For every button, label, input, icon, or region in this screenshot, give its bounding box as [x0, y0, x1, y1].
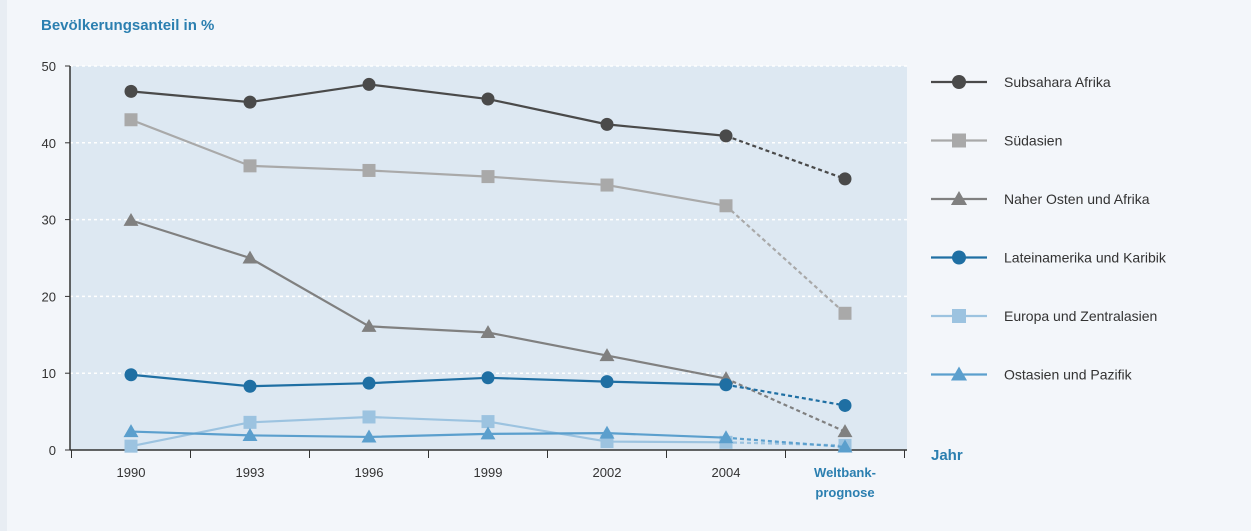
legend-marker-europa-und-zentralasien	[952, 309, 966, 323]
y-tick-label: 30	[42, 213, 56, 228]
data-point-lateinamerika-und-karibik	[481, 371, 495, 385]
data-point-subsahara-afrika	[481, 92, 495, 106]
x-tick-label: 1993	[236, 465, 265, 480]
data-point-ostasien-und-pazifik	[480, 426, 496, 440]
x-tick-label: 1990	[117, 465, 146, 480]
x-tick-label: 2002	[593, 465, 622, 480]
data-point-naher-osten-und-afrika	[599, 348, 615, 362]
data-point-subsahara-afrika	[124, 84, 138, 98]
data-point-lateinamerika-und-karibik	[362, 376, 376, 390]
legend-marker-naher-osten-und-afrika	[950, 191, 968, 205]
data-point-naher-osten-und-afrika	[123, 212, 139, 226]
series-line-lateinamerika-und-karibik	[130, 373, 727, 388]
data-point-subsahara-afrika	[362, 77, 376, 91]
x-tick-label: 1996	[355, 465, 384, 480]
data-point-s-dasien	[481, 170, 495, 184]
data-point-ostasien-und-pazifik	[837, 439, 853, 453]
series-forecast-line-s-dasien	[725, 204, 846, 315]
plot-area	[70, 66, 907, 450]
y-tick-label: 10	[42, 366, 56, 381]
data-point-subsahara-afrika	[600, 117, 614, 131]
legend-label-naher-osten-und-afrika: Naher Osten und Afrika	[1004, 191, 1150, 207]
x-tick-label: 2004	[712, 465, 741, 480]
data-point-europa-und-zentralasien	[481, 415, 495, 429]
data-point-lateinamerika-und-karibik	[243, 379, 257, 393]
legend-marker-subsahara-afrika	[952, 75, 966, 89]
series-line-s-dasien	[130, 118, 727, 207]
data-point-s-dasien	[362, 163, 376, 177]
series-forecast-line-naher-osten-und-afrika	[725, 377, 846, 433]
series-line-naher-osten-und-afrika	[130, 219, 727, 380]
data-point-s-dasien	[243, 159, 257, 173]
series-forecast-line-lateinamerika-und-karibik	[725, 383, 846, 407]
data-point-naher-osten-und-afrika	[480, 325, 496, 339]
y-tick-label: 0	[49, 443, 56, 458]
data-point-s-dasien	[838, 306, 852, 320]
data-point-ostasien-und-pazifik	[599, 425, 615, 439]
data-point-naher-osten-und-afrika	[837, 424, 853, 438]
data-point-lateinamerika-und-karibik	[124, 368, 138, 382]
series-line-subsahara-afrika	[130, 83, 727, 137]
data-point-europa-und-zentralasien	[243, 415, 257, 429]
legend-marker-ostasien-und-pazifik	[950, 366, 968, 381]
legend-marker-lateinamerika-und-karibik	[952, 250, 966, 265]
legend-label-europa-und-zentralasien: Europa und Zentralasien	[1004, 308, 1157, 324]
y-tick-label: 20	[42, 289, 56, 304]
data-point-lateinamerika-und-karibik	[719, 378, 733, 392]
data-point-s-dasien	[719, 199, 733, 213]
data-point-s-dasien	[600, 178, 614, 192]
y-tick-label: 50	[42, 59, 56, 74]
data-point-ostasien-und-pazifik	[718, 430, 734, 444]
legend-label-subsahara-afrika: Subsahara Afrika	[1004, 74, 1111, 90]
line-chart: Bevölkerungsanteil in % Jahr 0 10 20 30 40 50…	[41, 17, 1167, 500]
data-point-ostasien-und-pazifik	[242, 427, 258, 441]
data-point-subsahara-afrika	[243, 95, 257, 109]
data-point-naher-osten-und-afrika	[361, 318, 377, 332]
data-point-europa-und-zentralasien	[124, 439, 138, 453]
data-point-europa-und-zentralasien	[362, 410, 376, 424]
data-point-subsahara-afrika	[719, 129, 733, 143]
data-point-lateinamerika-und-karibik	[838, 398, 852, 412]
data-point-ostasien-und-pazifik	[123, 424, 139, 438]
x-tick-label: Weltbank-prognose	[814, 465, 876, 500]
series-line-europa-und-zentralasien	[130, 415, 727, 448]
data-point-subsahara-afrika	[838, 172, 852, 186]
legend-label-ostasien-und-pazifik: Ostasien und Pazifik	[1004, 367, 1133, 383]
x-axis-title: Jahr	[931, 447, 963, 464]
legend-marker-s-dasien	[952, 133, 966, 148]
series-line-ostasien-und-pazifik	[130, 430, 727, 439]
legend-label-s-dasien: Südasien	[1004, 133, 1062, 149]
x-tick-label: 1999	[474, 465, 503, 480]
y-tick-label: 40	[42, 136, 56, 151]
legend-label-lateinamerika-und-karibik: Lateinamerika und Karibik	[1004, 250, 1167, 266]
data-point-ostasien-und-pazifik	[361, 429, 377, 443]
data-point-naher-osten-und-afrika	[242, 250, 258, 264]
series-forecast-line-ostasien-und-pazifik	[725, 436, 846, 449]
series-forecast-line-subsahara-afrika	[725, 134, 846, 180]
y-axis-title: Bevölkerungsanteil in %	[41, 17, 214, 34]
data-point-s-dasien	[124, 113, 138, 127]
data-point-lateinamerika-und-karibik	[600, 375, 614, 389]
